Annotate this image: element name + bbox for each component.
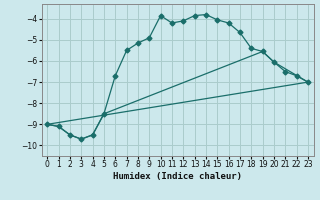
X-axis label: Humidex (Indice chaleur): Humidex (Indice chaleur) — [113, 172, 242, 181]
